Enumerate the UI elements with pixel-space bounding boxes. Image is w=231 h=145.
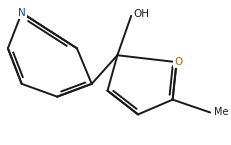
Text: OH: OH <box>133 9 149 19</box>
Text: N: N <box>18 8 26 18</box>
Text: O: O <box>174 57 183 67</box>
Text: Me: Me <box>214 107 228 117</box>
